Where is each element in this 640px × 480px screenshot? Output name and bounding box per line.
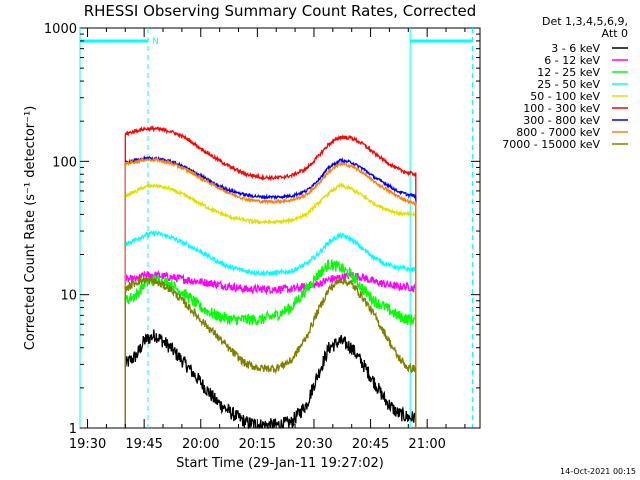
legend-header: Det 1,3,4,5,6,9, xyxy=(542,15,628,28)
legend-label: 3 - 6 keV xyxy=(551,42,600,55)
x-tick-label: 20:00 xyxy=(182,437,219,452)
night-marker-label: N xyxy=(152,37,159,47)
series-line xyxy=(124,229,417,428)
legend-label: 7000 - 15000 keV xyxy=(502,138,600,151)
series-line xyxy=(124,329,417,430)
legend-label: 100 - 300 keV xyxy=(523,102,600,115)
series-line xyxy=(124,259,417,428)
legend-header: Att 0 xyxy=(602,27,628,40)
timestamp-stamp: 14-Oct-2021 00:15 xyxy=(560,467,636,476)
series-line xyxy=(124,125,417,428)
y-tick-label: 100 xyxy=(52,155,77,170)
vertical-markers xyxy=(79,28,473,428)
x-tick-label: 20:45 xyxy=(352,437,389,452)
x-axis-label: Start Time (29-Jan-11 19:27:02) xyxy=(176,456,384,471)
y-tick-label: 10 xyxy=(60,289,77,304)
legend-label: 12 - 25 keV xyxy=(537,66,600,79)
series-group xyxy=(124,125,417,430)
series-line xyxy=(124,275,417,428)
legend-label: 300 - 800 keV xyxy=(523,114,600,127)
x-axis-ticks: 19:30 19:45 20:00 20:15 20:30 20:45 21:00 xyxy=(69,28,466,452)
x-tick-label: 20:30 xyxy=(295,437,332,452)
series-line xyxy=(124,156,417,428)
y-tick-label: 1 xyxy=(69,422,77,437)
x-tick-label: 19:45 xyxy=(125,437,162,452)
legend-label: 25 - 50 keV xyxy=(537,78,600,91)
plot-frame xyxy=(79,27,481,429)
x-tick-label: 21:00 xyxy=(408,437,445,452)
legend-label: 50 - 100 keV xyxy=(530,90,600,103)
series-line xyxy=(124,154,417,428)
y-axis-label: Corrected Count Rate (s⁻¹ detector⁻¹) xyxy=(23,106,38,351)
legend-label: 800 - 7000 keV xyxy=(516,126,600,139)
chart-title: RHESSI Observing Summary Count Rates, Co… xyxy=(84,2,477,20)
x-tick-label: 19:30 xyxy=(69,437,106,452)
legend-label: 6 - 12 keV xyxy=(544,54,600,67)
y-axis-ticks: 1 10 100 1000 xyxy=(44,22,480,437)
y-tick-label: 1000 xyxy=(44,22,77,37)
series-line xyxy=(124,181,417,428)
series-line xyxy=(124,269,417,428)
x-tick-label: 20:15 xyxy=(239,437,276,452)
